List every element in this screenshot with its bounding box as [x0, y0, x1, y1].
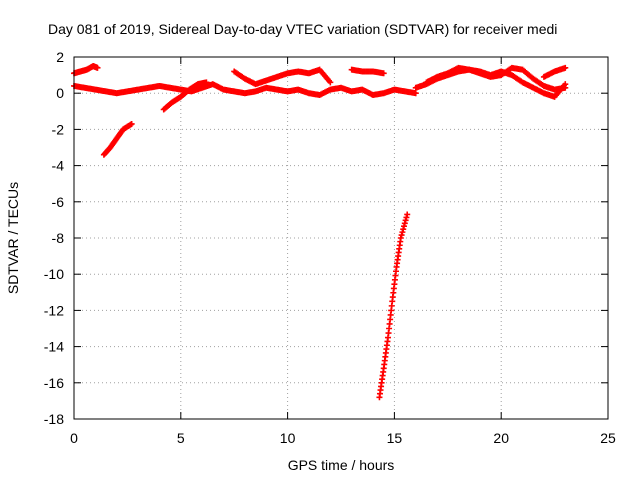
y-tick-label: -8: [52, 230, 65, 246]
data-point: [402, 217, 409, 224]
y-axis-label: SDTVAR / TECUs: [5, 182, 21, 294]
y-tick-label: 2: [56, 49, 64, 65]
series-arc-e: [231, 66, 334, 88]
data-point: [562, 81, 569, 88]
data-point: [401, 223, 408, 230]
data-point: [403, 214, 410, 221]
series-arc-b: [71, 81, 291, 97]
x-axis-label: GPS time / hours: [288, 457, 395, 473]
data-point: [401, 220, 408, 227]
y-tick-label: -12: [44, 302, 64, 318]
series-arc-j: [423, 64, 569, 100]
y-tick-label: -16: [44, 375, 64, 391]
grid-lines: [74, 57, 608, 419]
series-arc-g: [348, 66, 387, 77]
x-tick-label: 0: [70, 430, 78, 446]
y-tick-label: -6: [52, 194, 65, 210]
y-tick-label: -18: [44, 411, 64, 427]
data-point: [327, 79, 334, 86]
data-point: [128, 120, 135, 127]
x-tick-label: 25: [600, 430, 616, 446]
data-point: [397, 235, 404, 241]
data-point: [400, 226, 407, 233]
data-point: [399, 229, 406, 236]
chart-title: Day 081 of 2019, Sidereal Day-to-day VTE…: [48, 21, 557, 37]
data-point: [404, 211, 411, 218]
data-points: [71, 63, 569, 401]
data-point: [94, 64, 101, 71]
x-tick-label: 10: [280, 430, 296, 446]
data-point: [562, 64, 569, 71]
series-arc-a: [71, 63, 101, 77]
data-point: [398, 232, 405, 239]
series-arc-f: [284, 84, 419, 99]
series-arc-d: [160, 79, 210, 113]
data-point: [203, 79, 210, 86]
data-point: [380, 70, 387, 77]
x-tick-label: 15: [387, 430, 403, 446]
y-tick-label: -4: [52, 158, 65, 174]
y-tick-label: -10: [44, 266, 64, 282]
y-tick-label: -2: [52, 121, 65, 137]
x-tick-label: 20: [493, 430, 509, 446]
y-tick-label: 0: [56, 85, 64, 101]
series-arc-c: [100, 120, 135, 158]
y-tick-label: -14: [44, 339, 64, 355]
series-arc-k: [540, 64, 569, 80]
series-arc-h: [376, 211, 411, 401]
x-tick-label: 5: [177, 430, 185, 446]
data-point: [412, 90, 419, 97]
